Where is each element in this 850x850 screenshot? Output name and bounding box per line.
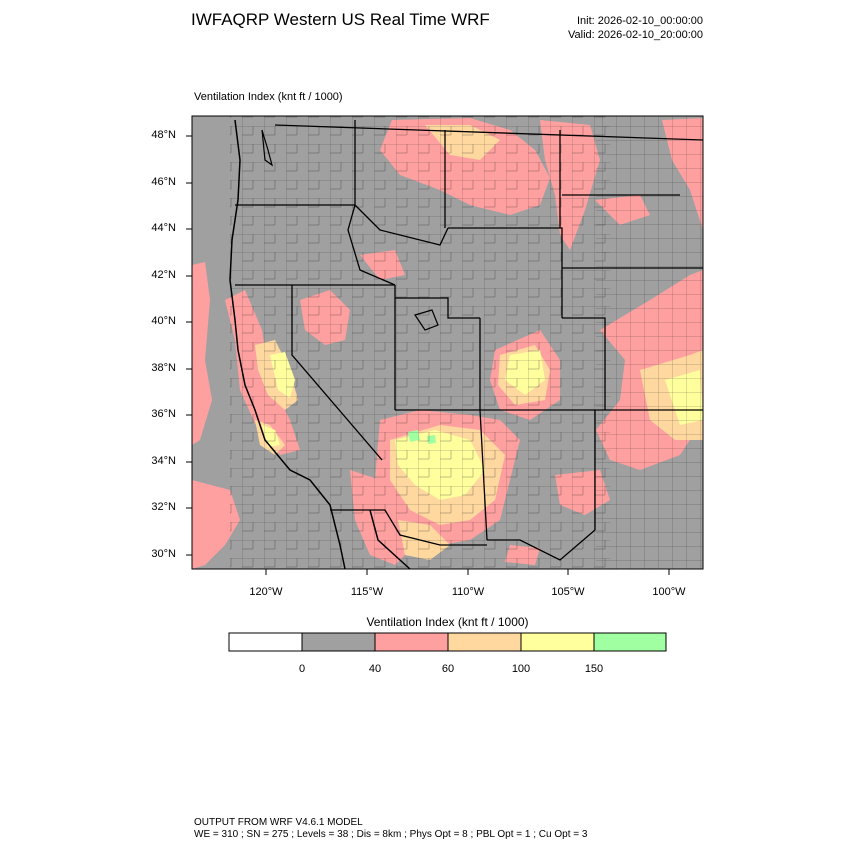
lon-label: 100°W (652, 586, 686, 598)
colorbar-label: 100 (511, 663, 531, 675)
colorbar-label: 0 (298, 663, 306, 675)
colorbar-swatch-5 (593, 632, 667, 652)
model-info-footer: OUTPUT FROM WRF V4.6.1 MODEL WE = 310 ; … (194, 817, 587, 841)
lat-label: 44°N (151, 222, 176, 234)
lat-ticks (186, 135, 192, 556)
puget-sound (261, 129, 274, 167)
great-salt-lake (414, 309, 439, 331)
pacific-ocean (192, 116, 300, 569)
colorbar-label: 40 (368, 663, 382, 675)
lat-label: 48°N (151, 129, 176, 141)
lon-label: 115°W (350, 586, 384, 598)
footer-line-1: OUTPUT FROM WRF V4.6.1 MODEL (194, 817, 363, 828)
lat-label: 36°N (151, 408, 176, 420)
coastline (229, 119, 346, 569)
colorbar-swatch-1 (301, 632, 376, 652)
map-area (192, 116, 703, 569)
colorbar-swatch-2 (374, 632, 449, 652)
lon-label: 120°W (249, 586, 283, 598)
colorbar-label: 60 (441, 663, 455, 675)
colorbar-label: 150 (584, 663, 604, 675)
map-frame (191, 115, 704, 570)
county-lines (230, 116, 610, 569)
valid-time: Valid: 2026-02-10_20:00:00 (568, 29, 703, 41)
lon-label: 110°W (451, 586, 485, 598)
lat-label: 42°N (151, 269, 176, 281)
lat-label: 34°N (151, 455, 176, 467)
state-boundaries (235, 120, 703, 561)
colorbar-swatch-3 (447, 632, 522, 652)
colorbar (228, 632, 667, 652)
lon-label: 105°W (551, 586, 585, 598)
county-lines-east (596, 116, 703, 569)
lon-ticks (265, 569, 670, 575)
init-time: Init: 2026-02-10_00:00:00 (577, 15, 703, 27)
footer-line-2: WE = 310 ; SN = 275 ; Levels = 38 ; Dis … (194, 829, 588, 840)
lat-label: 46°N (151, 176, 176, 188)
colorbar-swatch-0 (228, 632, 303, 652)
gulf-of-california-coast (369, 509, 411, 569)
time-info: Init: 2026-02-10_00:00:00 Valid: 2026-02… (568, 14, 703, 42)
field-label: Ventilation Index (knt ft / 1000) (194, 91, 343, 103)
lat-label: 38°N (151, 362, 176, 374)
lat-label: 40°N (151, 315, 176, 327)
lat-label: 32°N (151, 501, 176, 513)
lat-label: 30°N (151, 548, 176, 560)
page-title: IWFAQRP Western US Real Time WRF (191, 10, 490, 29)
colorbar-swatch-4 (520, 632, 595, 652)
colorbar-title: Ventilation Index (knt ft / 1000) (366, 615, 529, 629)
